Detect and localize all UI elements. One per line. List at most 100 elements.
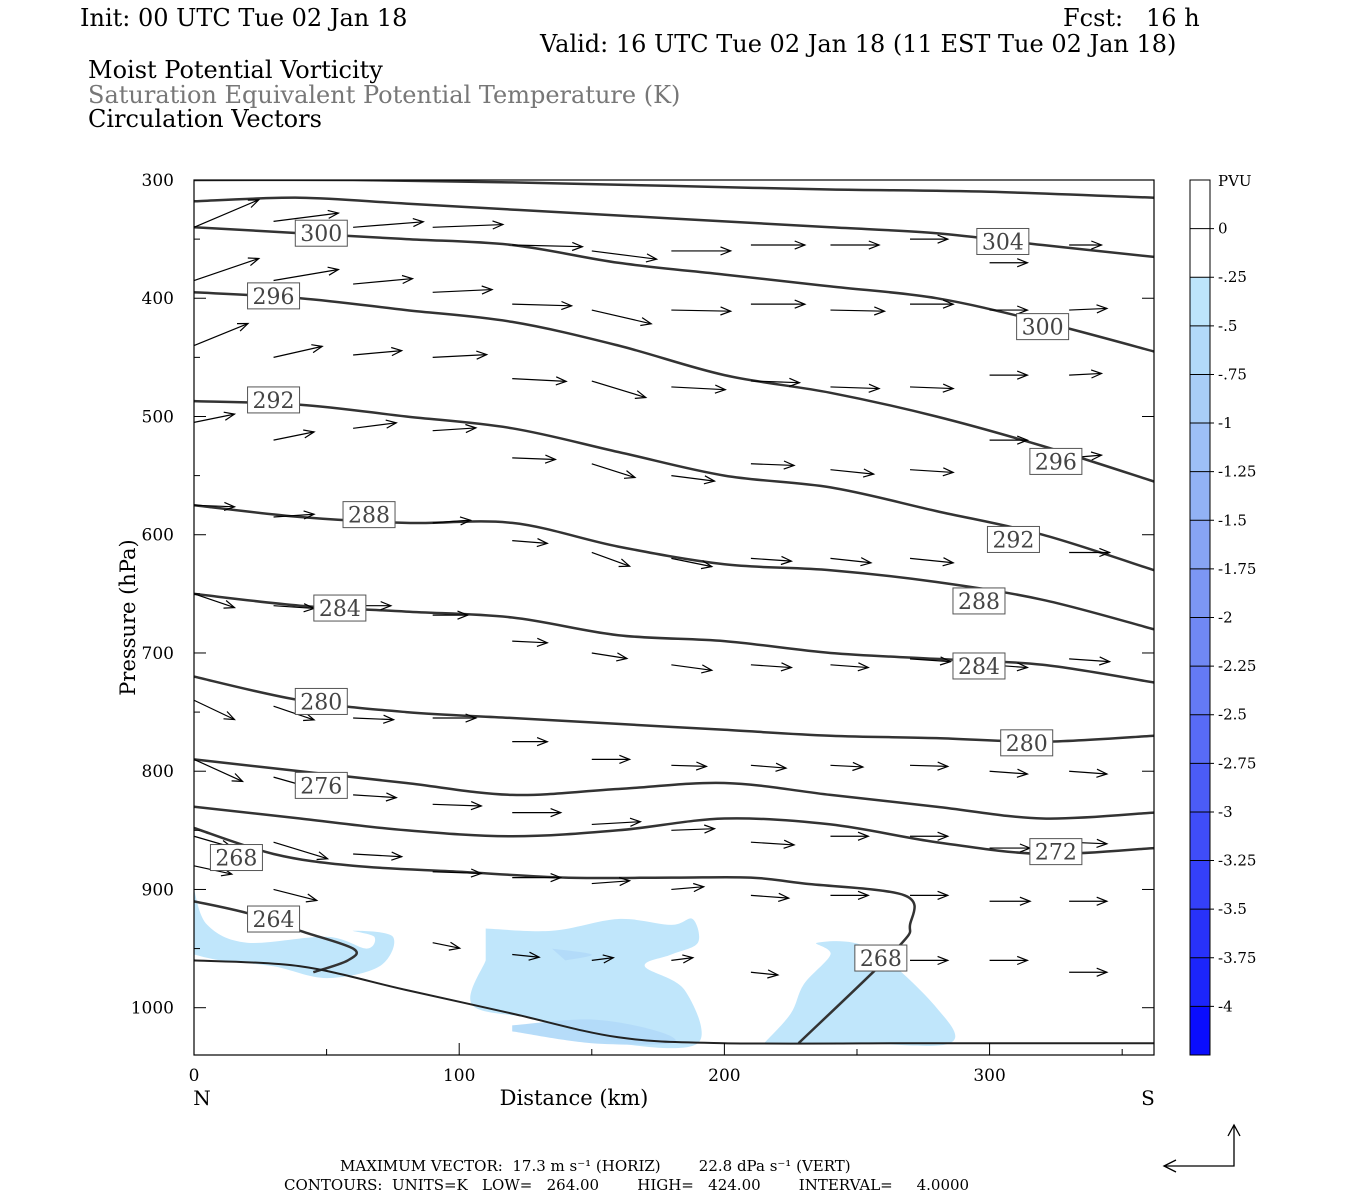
circulation-vector-head — [942, 467, 955, 477]
circulation-vector — [512, 540, 548, 544]
circulation-vector-head — [448, 941, 462, 951]
colorbar-label: -1 — [1218, 414, 1233, 432]
circulation-vector — [193, 504, 235, 508]
circulation-vector-head — [640, 317, 653, 327]
circulation-vector — [591, 463, 636, 479]
forecast-hour: Fcst: 16 h — [1063, 4, 1200, 32]
circulation-vector — [1069, 307, 1107, 311]
circulation-vector-head — [223, 411, 237, 421]
x-tick-label: 200 — [708, 1066, 740, 1086]
circulation-vector — [353, 853, 402, 858]
contour-label: 272 — [1035, 841, 1077, 866]
circulation-vector-head — [223, 501, 237, 511]
circulation-vector-head — [1096, 838, 1109, 848]
circulation-vector-head — [459, 516, 473, 526]
circulation-vector-head — [1019, 896, 1032, 906]
colorbar-label: -1.5 — [1218, 511, 1247, 529]
circulation-vector — [750, 764, 787, 769]
circulation-vector-head — [1016, 662, 1030, 672]
theta-es-contour — [194, 805, 1154, 856]
circulation-vector — [193, 322, 249, 347]
circulation-vector — [750, 841, 795, 846]
field-title-vectors: Circulation Vectors — [88, 105, 322, 133]
colorbar-label: -3 — [1218, 803, 1233, 821]
circulation-vector-head — [236, 322, 250, 332]
circulation-vector — [353, 277, 413, 285]
circulation-vector — [750, 971, 778, 976]
pv-shaded-region — [194, 889, 395, 979]
circulation-vector-head — [868, 383, 881, 393]
circulation-vector — [1069, 770, 1107, 775]
circulation-vector-head — [645, 253, 659, 263]
circulation-vector-head — [767, 969, 780, 979]
circulation-vector-head — [780, 555, 794, 566]
colorbar-label: -3.5 — [1218, 900, 1247, 918]
contour-label-box — [294, 687, 348, 715]
circulation-vector-head — [942, 383, 955, 393]
contour-label: 280 — [1006, 732, 1048, 757]
x-tick-label: 100 — [443, 1066, 475, 1086]
colorbar-swatch — [1190, 909, 1210, 959]
circulation-vector-head — [937, 234, 950, 244]
contour-label: 300 — [1022, 316, 1064, 341]
contour-label-box — [952, 587, 1006, 615]
circulation-vector — [750, 894, 789, 899]
circulation-vector — [830, 309, 885, 312]
y-tick-label: 700 — [142, 644, 174, 664]
colorbar-swatch — [1190, 811, 1210, 862]
circulation-vector-head — [857, 831, 870, 841]
circulation-vector-head — [857, 890, 870, 900]
circulation-vector-head — [457, 610, 470, 620]
colorbar-swatch — [1190, 666, 1210, 716]
max-vector-text: MAXIMUM VECTOR: 17.3 m s⁻¹ (HORIZ) 22.8 … — [340, 1157, 851, 1175]
circulation-vector-head — [465, 423, 478, 434]
colorbar-swatch — [1190, 277, 1210, 327]
circulation-vector — [432, 354, 487, 358]
circulation-vector — [671, 957, 694, 962]
circulation-vector-head — [1096, 896, 1109, 906]
init-time: Init: 00 UTC Tue 02 Jan 18 — [80, 4, 408, 32]
circulation-vector-head — [937, 955, 950, 966]
circulation-vector-head — [619, 754, 632, 764]
circulation-vector — [273, 888, 317, 902]
circulation-vector — [591, 957, 614, 962]
circulation-vector — [512, 953, 540, 958]
colorbar-swatch — [1190, 957, 1210, 1007]
colorbar-label: -2.25 — [1218, 657, 1256, 675]
circulation-vector — [273, 212, 339, 222]
circulation-vector-head — [788, 377, 802, 387]
theta-es-contour — [194, 900, 358, 974]
circulation-vector — [353, 221, 424, 228]
circulation-vector-head — [1096, 768, 1109, 778]
circulation-vector — [512, 378, 567, 382]
circulation-vector — [671, 828, 715, 831]
circulation-vector-head — [550, 808, 563, 818]
circulation-vector-head — [492, 220, 505, 230]
circulation-vector-head — [937, 761, 950, 771]
circulation-vector — [671, 475, 715, 482]
circulation-vector-head — [695, 761, 709, 771]
contour-label-box — [952, 652, 1006, 680]
circulation-vector — [830, 557, 872, 564]
contour-label: 284 — [319, 597, 361, 622]
circulation-vector-head — [942, 557, 955, 567]
circulation-vector-head — [550, 873, 563, 883]
circulation-vector — [273, 705, 315, 721]
circulation-vector-head — [385, 792, 398, 802]
circulation-vector-head — [778, 892, 791, 902]
circulation-vector-head — [862, 468, 876, 478]
y-tick-label: 600 — [142, 526, 174, 546]
circulation-vector-head — [939, 656, 953, 666]
circulation-vector-head — [401, 274, 415, 285]
circulation-vector-head — [1099, 547, 1112, 558]
contour-label-box — [294, 771, 348, 799]
circulation-vector-head — [223, 600, 237, 609]
colorbar-label: -2.5 — [1218, 706, 1247, 724]
x-tick-label: 300 — [973, 1066, 1005, 1086]
circulation-vector — [193, 758, 243, 782]
colorbar-swatch — [1190, 423, 1210, 473]
circulation-vector — [273, 513, 315, 518]
circulation-vector — [591, 652, 627, 660]
circulation-vector — [193, 257, 259, 282]
circulation-vector — [591, 880, 630, 885]
